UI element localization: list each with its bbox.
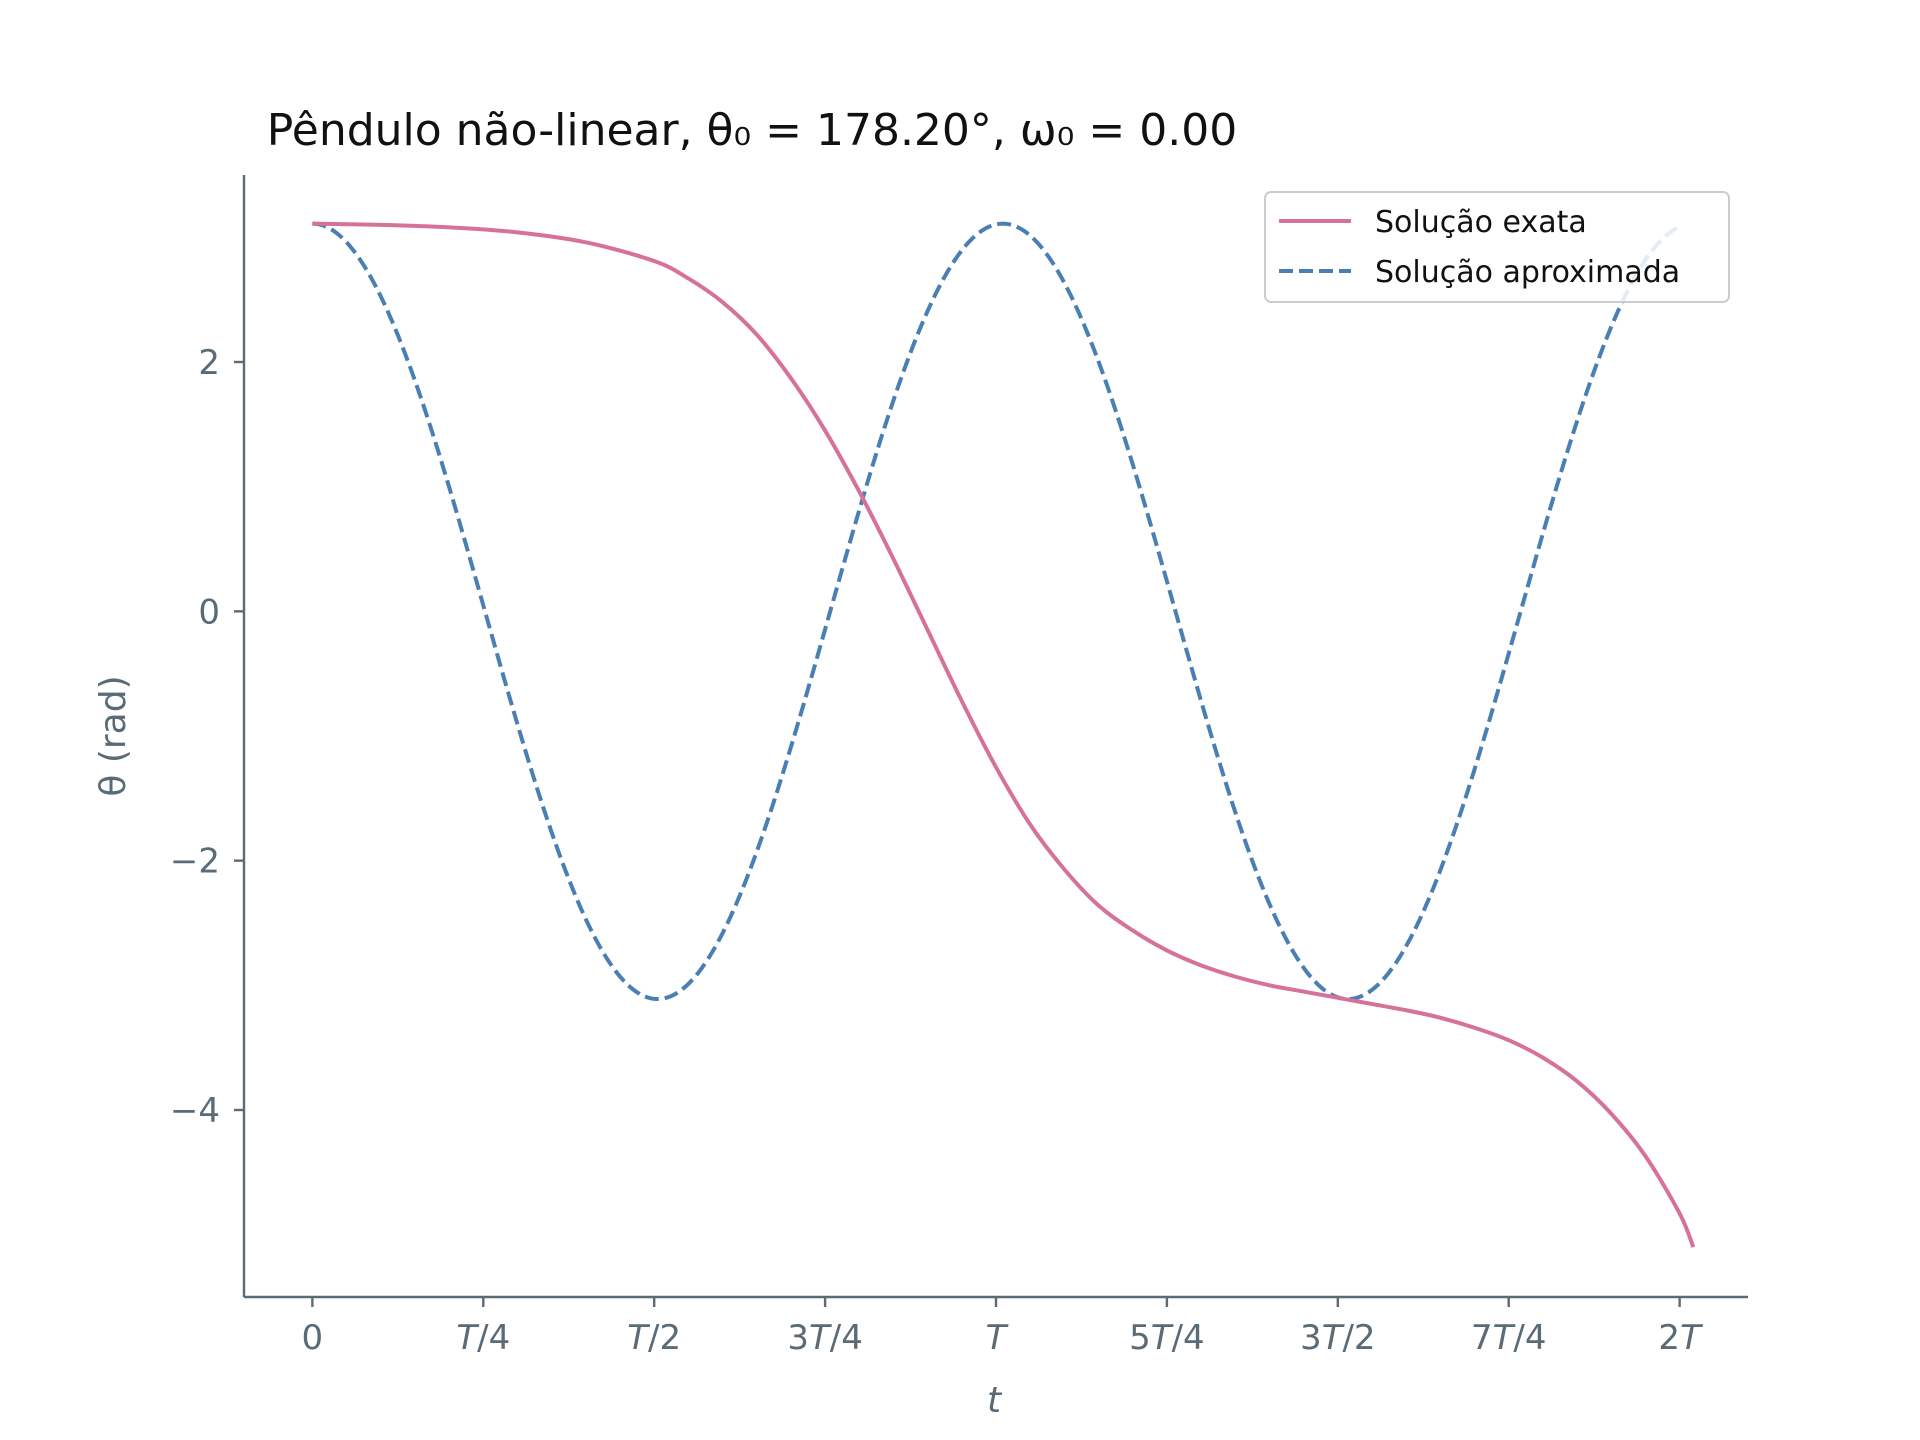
x-tick-label: 3T/4 <box>787 1318 863 1358</box>
y-tick-label: −2 <box>170 842 220 882</box>
x-tick-label: T/2 <box>627 1318 681 1358</box>
x-tick-label: 5T/4 <box>1129 1318 1205 1358</box>
legend-frame <box>1264 191 1730 303</box>
ticks: 0 T/4 T/2 3T/4 T 5T/4 3T/2 7T/4 2T 2 0 −2 −4 <box>170 343 1703 1358</box>
x-tick-label: T/4 <box>456 1318 510 1358</box>
legend-label-approx: Solução aproximada <box>1375 255 1680 290</box>
x-tick-label: T <box>986 1318 1009 1358</box>
series-exact-line <box>312 221 1696 1248</box>
y-axis-label: θ (rad) <box>93 675 134 796</box>
y-tick-label: −4 <box>170 1091 220 1131</box>
chart-title: Pêndulo não-linear, θ₀ = 178.20°, ω₀ = 0… <box>267 105 1237 156</box>
series-layer <box>312 221 1696 1248</box>
x-tick-label: 3T/2 <box>1300 1318 1376 1358</box>
legend-label-exact: Solução exata <box>1375 205 1587 240</box>
y-tick-label: 2 <box>198 343 220 383</box>
x-tick-label: 2T <box>1658 1318 1703 1358</box>
legend: Solução exata Solução aproximada <box>1264 191 1730 303</box>
x-tick-label: 7T/4 <box>1471 1318 1547 1358</box>
x-axis-label: t <box>987 1380 1003 1421</box>
series-approx-line <box>312 221 1681 1002</box>
x-tick-label: 0 <box>302 1318 324 1358</box>
y-tick-label: 0 <box>198 592 220 632</box>
